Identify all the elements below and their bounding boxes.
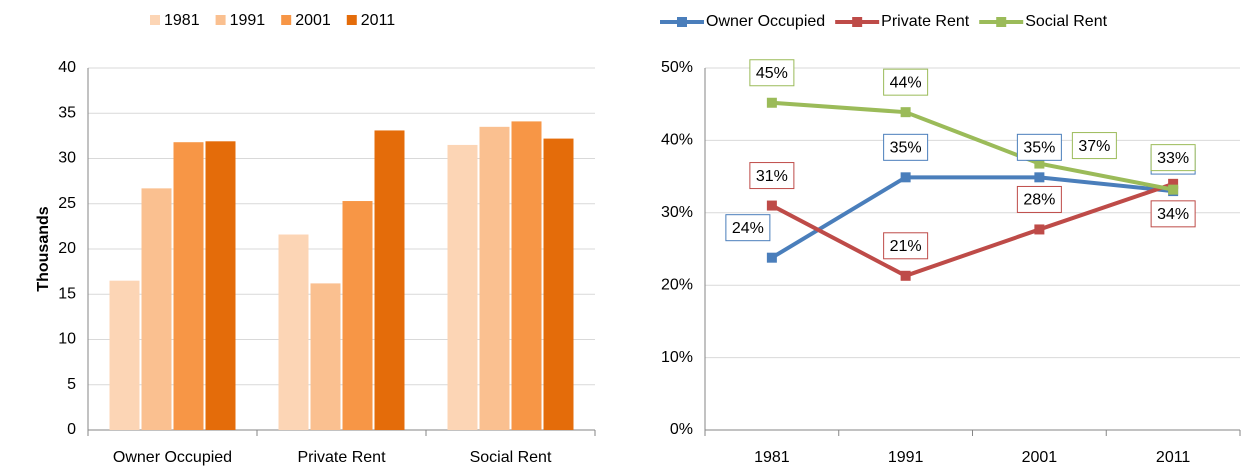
bar [543, 138, 574, 430]
y-tick-label: 20% [661, 276, 693, 293]
legend-swatch [281, 15, 292, 25]
data-label: 33% [1157, 150, 1189, 167]
y-axis-label: Thousands [35, 206, 52, 291]
legend-marker [996, 17, 1007, 27]
legend-label: 1991 [230, 12, 266, 29]
marker [1034, 224, 1045, 235]
y-tick-label: 50% [661, 59, 693, 76]
legend-label: Private Rent [881, 13, 970, 30]
y-tick-label: 0% [670, 421, 693, 438]
y-tick-label: 30 [58, 150, 76, 167]
data-label: 35% [890, 140, 922, 157]
bar [310, 283, 341, 430]
legend-label: 2011 [361, 12, 396, 29]
data-label-box [1150, 144, 1196, 172]
y-tick-label: 40 [58, 59, 76, 76]
data-label: 31% [756, 168, 788, 185]
marker [766, 252, 777, 263]
bar [278, 234, 309, 430]
bar [342, 201, 373, 430]
marker [900, 270, 911, 281]
data-label-box [749, 162, 795, 190]
bar [479, 126, 510, 430]
legend-swatch [150, 15, 160, 25]
line [771, 100, 1174, 192]
data-label: 45% [756, 65, 788, 82]
x-tick-label: 1981 [754, 449, 790, 466]
marker [1168, 178, 1179, 189]
x-tick-label: 2011 [1156, 449, 1191, 466]
y-tick-label: 30% [661, 204, 693, 221]
bar [374, 130, 405, 430]
data-label: 35% [1023, 140, 1055, 157]
line [770, 175, 1174, 260]
y-tick-label: 10% [661, 349, 693, 366]
y-tick-label: 5 [67, 376, 76, 393]
legend-marker [852, 17, 863, 27]
marker [1034, 172, 1045, 183]
y-tick-label: 25 [58, 195, 76, 212]
marker [900, 107, 911, 118]
bar [109, 280, 140, 430]
line [770, 181, 1174, 278]
y-tick-label: 40% [661, 132, 693, 149]
legend-marker [677, 17, 687, 27]
data-label: 44% [890, 74, 922, 91]
data-label-box [1016, 185, 1062, 213]
data-label: 28% [1023, 192, 1055, 209]
data-label-box [883, 133, 929, 161]
x-tick-label: Private Rent [297, 449, 386, 466]
x-tick-label: Social Rent [470, 449, 552, 466]
y-tick-label: 10 [58, 331, 76, 348]
data-label-box [883, 232, 929, 260]
marker [766, 97, 777, 108]
marker [900, 172, 911, 183]
legend-label: Owner Occupied [706, 13, 825, 30]
bar [173, 142, 204, 430]
legend-label: 2001 [295, 12, 331, 29]
y-tick-label: 35 [58, 104, 76, 121]
x-tick-label: Owner Occupied [113, 449, 232, 466]
y-tick-label: 0 [67, 421, 76, 438]
data-label: 34% [1157, 206, 1189, 223]
data-label-box [749, 59, 795, 87]
bar [447, 144, 478, 431]
legend-label: Social Rent [1025, 13, 1107, 30]
data-label: 37% [1078, 138, 1110, 155]
y-tick-label: 15 [58, 285, 76, 302]
bar [141, 188, 172, 430]
legend-label: 1981 [164, 12, 200, 29]
data-label: 21% [890, 238, 922, 255]
data-label-box [725, 214, 771, 242]
legend-swatch [346, 15, 357, 25]
x-tick-label: 1991 [888, 449, 924, 466]
data-label-box [1071, 132, 1117, 160]
x-tick-label: 2001 [1022, 449, 1058, 466]
data-label-box [1016, 133, 1062, 161]
marker [1168, 184, 1179, 195]
marker [1034, 158, 1045, 169]
y-tick-label: 20 [58, 240, 76, 257]
data-label-box [883, 68, 929, 96]
marker [766, 200, 777, 211]
legend-swatch [215, 15, 226, 25]
bar [511, 121, 542, 431]
data-label-box [1150, 200, 1196, 228]
data-label: 24% [732, 220, 764, 237]
bar [205, 141, 236, 430]
